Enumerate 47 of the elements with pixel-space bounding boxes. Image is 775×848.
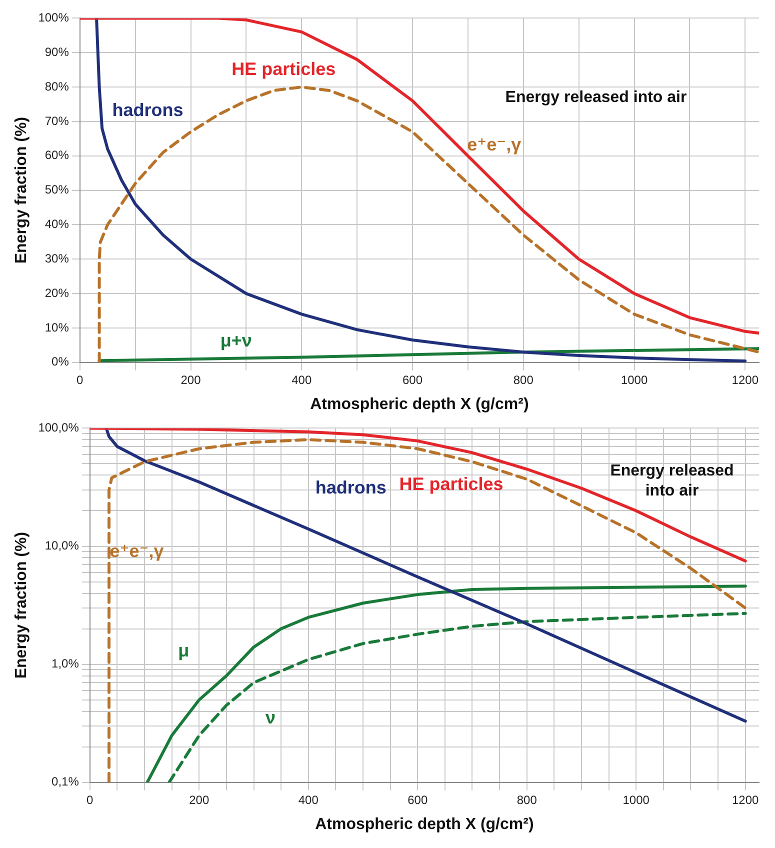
annotation: Energy released into air <box>505 88 687 106</box>
text: μ <box>178 640 190 660</box>
series-label: e⁺e⁻,γ <box>110 541 164 562</box>
y-tick-label: 40% <box>44 217 70 232</box>
x-tick-label: 400 <box>292 372 312 387</box>
annotation: Energy released into air <box>610 462 734 500</box>
x-tick-label: 1200 <box>732 372 759 387</box>
series-label: e⁺e⁻,γ <box>467 134 522 155</box>
x-axis-title: Atmospheric depth X (g/cm²) <box>315 816 534 833</box>
y-axis-title: Energy fraction (%) <box>13 116 30 264</box>
y-tick-label: 100% <box>38 10 70 25</box>
x-tick-label: 800 <box>513 372 534 387</box>
series-label: HE particles <box>399 474 504 494</box>
y-tick-label: 20% <box>44 286 70 300</box>
x-tick-label: 1000 <box>622 792 650 807</box>
x-tick-label: 0 <box>86 792 94 807</box>
line-series <box>98 86 759 362</box>
y-tick-label: 0% <box>52 354 70 369</box>
series-label: ν <box>266 708 276 728</box>
line-series <box>168 612 747 782</box>
series-label: hadrons <box>315 477 386 498</box>
x-tick-label: 600 <box>408 792 428 807</box>
x-tick-label: 600 <box>402 372 423 387</box>
series-label: hadrons <box>112 100 184 120</box>
series-label: μ+ν <box>220 330 252 351</box>
x-tick-label: 1000 <box>620 372 648 387</box>
x-tick-label: 400 <box>298 792 319 807</box>
y-tick-label: 60% <box>44 148 70 162</box>
y-tick-label: 30% <box>44 251 70 266</box>
line-series <box>108 438 747 782</box>
y-tick-label: 10,0% <box>44 538 80 553</box>
x-axis-title: Atmospheric depth X (g/cm²) <box>310 396 529 413</box>
series-label: HE particles <box>232 58 336 79</box>
x-tick-label: 200 <box>180 372 202 387</box>
y-tick-label: 0,1% <box>52 774 80 789</box>
y-tick-label: 50% <box>44 182 70 197</box>
x-tick-label: 200 <box>189 792 210 807</box>
y-tick-label: 90% <box>44 44 70 59</box>
x-tick-label: 0 <box>76 372 84 387</box>
y-axis-title: Energy fraction (%) <box>13 532 30 679</box>
y-tick-label: 80% <box>44 79 70 94</box>
y-tick-label: 100,0% <box>38 420 80 435</box>
x-tick-label: 800 <box>516 792 538 807</box>
x-tick-label: 1200 <box>732 792 760 807</box>
y-tick-label: 70% <box>44 114 70 128</box>
y-tick-label: 1,0% <box>52 656 80 671</box>
y-tick-label: 10% <box>44 320 70 334</box>
